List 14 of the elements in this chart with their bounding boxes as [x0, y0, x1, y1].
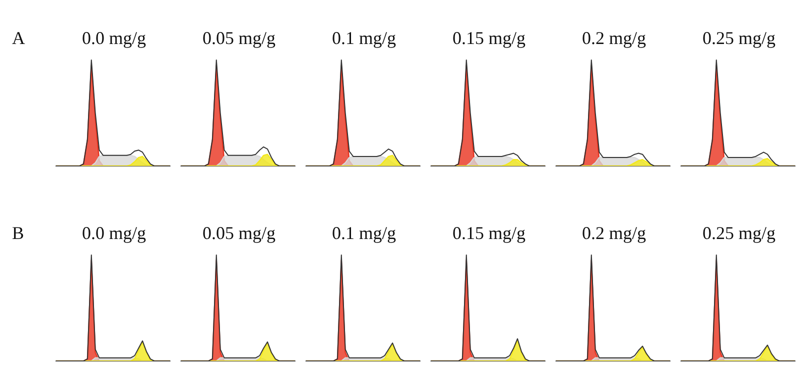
text: A	[12, 28, 25, 49]
chart-title: 0.15 mg/g	[451, 28, 526, 49]
chart-title: 0.1 mg/g	[330, 28, 397, 49]
chart-title: 0.25 mg/g	[701, 28, 776, 49]
chart-title: 0.1 mg/g	[330, 223, 397, 244]
chart-title: 0.2 mg/g	[580, 223, 647, 244]
chart-title: 0.0 mg/g	[80, 223, 147, 244]
chart-title: 0.05 mg/g	[201, 223, 276, 244]
text: B	[12, 223, 24, 244]
chart-title: 0.0 mg/g	[80, 28, 147, 49]
chart-title: 0.05 mg/g	[201, 28, 276, 49]
chart-title: 0.25 mg/g	[701, 223, 776, 244]
chart-title: 0.2 mg/g	[580, 28, 647, 49]
chart-title: 0.15 mg/g	[451, 223, 526, 244]
